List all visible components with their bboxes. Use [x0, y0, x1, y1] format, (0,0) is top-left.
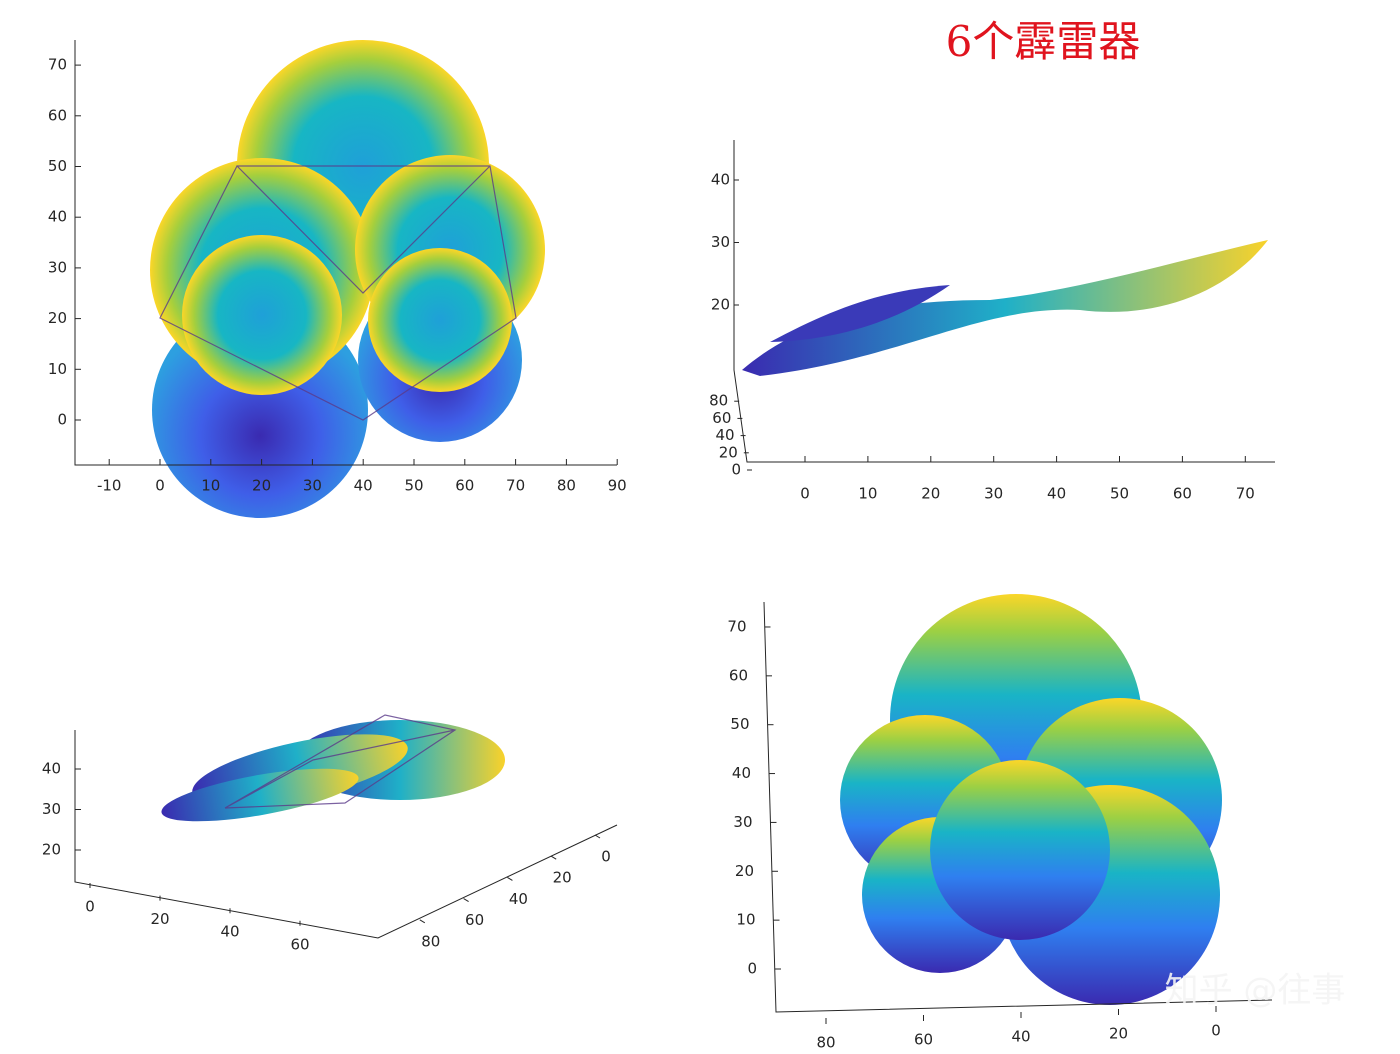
tick-label: 60 [455, 477, 474, 495]
tick-label: 80 [421, 932, 440, 950]
tick-label: 10 [858, 485, 877, 503]
tick-label: 60 [48, 106, 67, 124]
tick-label: 70 [1236, 485, 1255, 503]
tick-label: 40 [1011, 1028, 1030, 1046]
tick-label: 50 [48, 157, 67, 175]
tick-label: 80 [709, 392, 728, 410]
tick-label: 80 [816, 1034, 835, 1051]
watermark: 知乎 @往事 [1165, 971, 1346, 1011]
tick-mark [507, 876, 513, 881]
surface-side-view [742, 240, 1268, 376]
tick-label: 0 [601, 848, 611, 866]
tick-label: 40 [509, 890, 528, 908]
tick-label: 20 [719, 443, 738, 461]
tick-label: 40 [1047, 485, 1066, 503]
tick-label: 10 [736, 911, 755, 929]
tick-mark [419, 919, 426, 924]
tick-label: 50 [730, 715, 749, 733]
surface-top-view [150, 40, 545, 518]
tick-label: 20 [921, 485, 940, 503]
tick-label: 20 [1109, 1025, 1128, 1043]
axes-frame [763, 601, 1273, 1013]
tick-label: 60 [712, 409, 731, 427]
figure-title: 6个霹雷器 [946, 17, 1141, 66]
tick-label: 30 [303, 477, 322, 495]
tick-label: 40 [711, 171, 730, 189]
surface-bottom-view [840, 594, 1222, 1005]
axes-frame [733, 140, 1275, 463]
tick-mark [550, 855, 557, 860]
tick-label: 50 [1110, 485, 1129, 503]
tick-label: 20 [711, 296, 730, 314]
tick-label: 0 [731, 461, 741, 479]
tick-label: 20 [553, 869, 572, 887]
tick-label: 30 [711, 233, 730, 251]
tick-label: 70 [727, 617, 746, 635]
tick-label: 10 [201, 477, 220, 495]
tick-mark [463, 898, 469, 903]
tick-label: 40 [716, 426, 735, 444]
tick-label: -10 [97, 477, 122, 495]
tick-label: 90 [608, 477, 627, 495]
tick-label: 80 [557, 477, 576, 495]
tick-label: 40 [732, 764, 751, 782]
tick-label: 50 [404, 477, 423, 495]
tick-label: 60 [465, 911, 484, 929]
tick-label: 60 [290, 935, 309, 953]
surface-oblique-view [161, 714, 505, 822]
tick-label: 60 [1173, 485, 1192, 503]
tick-label: 20 [42, 841, 61, 859]
tick-mark [594, 834, 601, 839]
axes-frame [74, 40, 617, 466]
tick-label: 0 [57, 411, 67, 429]
tick-label: 30 [42, 800, 61, 818]
tick-label: 70 [506, 477, 525, 495]
axes-frame [74, 730, 618, 939]
tick-label: 40 [48, 208, 67, 226]
tick-label: 60 [729, 666, 748, 684]
tick-label: 0 [800, 485, 810, 503]
tick-label: 30 [48, 258, 67, 276]
tick-label: 20 [735, 862, 754, 880]
tick-label: 0 [1211, 1022, 1221, 1040]
tick-label: 40 [354, 477, 373, 495]
tick-label: 20 [252, 477, 271, 495]
tick-label: 70 [48, 56, 67, 74]
tick-label: 30 [984, 485, 1003, 503]
tick-label: 20 [48, 309, 67, 327]
tick-label: 40 [42, 760, 61, 778]
tick-label: 60 [914, 1031, 933, 1049]
tick-label: 10 [48, 360, 67, 378]
tick-label: 20 [150, 910, 169, 928]
tick-label: 0 [85, 898, 95, 916]
tick-label: 0 [155, 477, 165, 495]
tick-label: 30 [733, 813, 752, 831]
tick-label: 0 [747, 960, 757, 978]
tick-label: 40 [220, 923, 239, 941]
